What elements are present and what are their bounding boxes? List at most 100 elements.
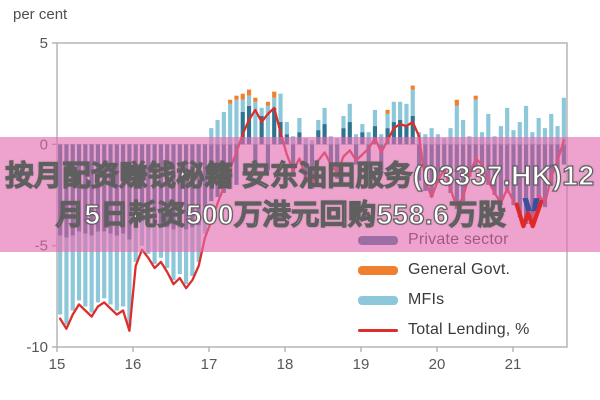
bar-segment <box>114 235 119 311</box>
bar-segment <box>404 126 409 145</box>
bar-segment <box>486 113 491 145</box>
bar-segment <box>284 122 289 135</box>
bar-segment <box>215 120 220 145</box>
bar-segment <box>448 128 453 145</box>
legend-item-general-govt: General Govt. <box>350 255 563 285</box>
bar-segment <box>265 101 271 106</box>
legend-item-total-lending: Total Lending, % <box>350 315 563 345</box>
bar-segment <box>561 97 566 145</box>
bar-segment <box>429 128 434 145</box>
bar-segment <box>524 105 529 145</box>
bar-segment <box>121 233 126 307</box>
bar-segment <box>89 235 94 313</box>
bar-segment <box>253 101 258 145</box>
legend-label: General Govt. <box>408 261 511 278</box>
bar-segment <box>259 115 264 145</box>
legend-label: MFIs <box>408 291 445 308</box>
bar-segment <box>341 128 346 145</box>
x-tick-label: 16 <box>125 356 142 373</box>
x-tick-label: 20 <box>429 356 446 373</box>
bar-segment <box>322 107 327 125</box>
x-tick-label: 18 <box>277 356 294 373</box>
x-tick-label: 17 <box>201 356 218 373</box>
legend-swatch-general-govt <box>358 265 398 275</box>
bar-segment <box>272 91 277 98</box>
bar-segment <box>385 128 390 145</box>
bar-segment <box>517 122 522 145</box>
bar-segment <box>228 103 233 145</box>
bar-segment <box>253 97 258 102</box>
bar-segment <box>221 111 226 145</box>
bar-segment <box>372 109 378 127</box>
bar-segment <box>272 97 277 108</box>
bar-segment <box>64 237 69 325</box>
watermark-text-line2: 月5日耗资500万港元回购558.6万股 <box>55 198 507 230</box>
bar-segment <box>391 101 396 123</box>
bar-segment <box>58 235 63 315</box>
bar-segment <box>240 93 245 100</box>
bar-segment <box>473 99 478 145</box>
bar-segment <box>473 95 478 100</box>
bar-segment <box>316 120 321 131</box>
bar-segment <box>83 233 88 307</box>
bar-segment <box>209 128 214 145</box>
bar-segment <box>246 89 252 96</box>
bar-segment <box>171 229 176 281</box>
legend-swatch-total-lending <box>358 328 398 332</box>
bar-segment <box>461 120 466 145</box>
bar-segment <box>505 107 510 145</box>
bar-segment <box>347 103 352 123</box>
bar-segment <box>259 107 264 116</box>
bar-segment <box>549 113 554 145</box>
bar-segment <box>410 85 415 90</box>
bar-segment <box>240 99 245 112</box>
x-tick-label: 19 <box>353 356 370 373</box>
bar-segment <box>184 229 189 285</box>
bar-segment <box>246 95 252 106</box>
watermark-band: 按月配资赚钱秘籍 安东油田服务(03337.HK)12 月5日耗资500万港元回… <box>0 137 600 252</box>
bar-segment <box>272 107 277 145</box>
bar-segment <box>347 122 352 145</box>
bar-segment <box>385 113 390 129</box>
legend-item-mfis: MFIs <box>350 285 563 315</box>
watermark-logo <box>514 198 544 229</box>
bar-segment <box>454 105 459 145</box>
watermark-text-line1: 按月配资赚钱秘籍 安东油田服务(03337.HK)12 <box>5 159 595 191</box>
bar-segment <box>398 120 403 145</box>
bar-segment <box>542 128 548 145</box>
bar-segment <box>102 231 107 299</box>
bar-segment <box>385 109 390 114</box>
bar-segment <box>454 99 459 106</box>
bar-segment <box>297 117 302 133</box>
bar-segment <box>410 89 415 116</box>
x-tick-label: 15 <box>49 356 66 373</box>
bar-segment <box>555 126 560 145</box>
legend-swatch-mfis <box>358 295 398 305</box>
bar-segment <box>127 239 132 327</box>
bar-segment <box>265 105 271 145</box>
bar-segment <box>536 117 541 145</box>
bar-segment <box>234 99 239 145</box>
bar-segment <box>498 126 503 145</box>
bar-segment <box>76 231 82 301</box>
bar-segment <box>108 233 113 305</box>
bar-segment <box>322 124 327 145</box>
bar-segment <box>234 95 239 100</box>
axis-unit-label: per cent <box>13 6 68 23</box>
legend-label: Total Lending, % <box>408 321 530 338</box>
bar-segment <box>228 99 233 104</box>
bar-segment <box>278 93 283 123</box>
bar-segment <box>95 231 101 303</box>
bar-segment <box>410 115 415 145</box>
bar-segment <box>391 122 396 145</box>
bar-segment <box>70 235 75 311</box>
bar-segment <box>246 105 252 145</box>
bar-segment <box>398 101 403 121</box>
y-tick-label: 5 <box>40 35 48 52</box>
x-tick-label: 21 <box>505 356 522 373</box>
watermark-text-line2-wrap: 月5日耗资500万港元回购558.6万股 <box>55 195 544 234</box>
bar-segment <box>372 126 378 145</box>
y-tick-label: -10 <box>26 339 48 356</box>
bar-segment <box>240 111 245 145</box>
